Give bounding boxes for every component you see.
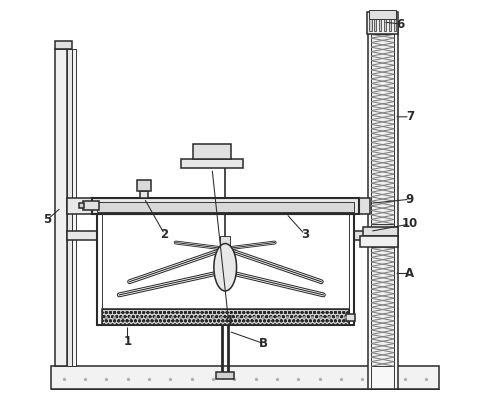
Bar bbox=[371, 34, 394, 224]
Bar bbox=[220, 237, 230, 247]
Bar bbox=[371, 222, 394, 227]
Text: 10: 10 bbox=[402, 217, 418, 230]
Text: 9: 9 bbox=[406, 193, 414, 206]
Ellipse shape bbox=[214, 244, 237, 291]
Bar bbox=[361, 237, 397, 247]
Text: 5: 5 bbox=[43, 213, 51, 226]
Bar bbox=[83, 201, 99, 210]
Bar bbox=[194, 144, 231, 159]
Bar bbox=[97, 214, 354, 325]
Text: 2: 2 bbox=[161, 228, 169, 241]
Bar bbox=[367, 12, 398, 34]
Bar bbox=[97, 202, 354, 212]
Bar bbox=[384, 15, 387, 31]
Bar bbox=[368, 22, 397, 389]
Text: 1: 1 bbox=[123, 335, 132, 348]
Bar bbox=[216, 372, 234, 378]
Bar bbox=[363, 227, 397, 237]
Bar bbox=[55, 42, 72, 49]
Bar bbox=[394, 15, 396, 31]
Bar bbox=[72, 49, 76, 366]
Bar bbox=[101, 309, 349, 325]
Bar bbox=[92, 198, 359, 214]
Bar bbox=[137, 180, 150, 190]
Bar bbox=[51, 366, 439, 389]
Bar bbox=[67, 49, 72, 366]
Bar bbox=[354, 198, 370, 214]
Text: 4: 4 bbox=[224, 314, 233, 327]
Bar bbox=[371, 247, 394, 366]
Text: A: A bbox=[405, 267, 415, 280]
Bar bbox=[354, 232, 370, 240]
Text: 6: 6 bbox=[397, 17, 405, 31]
Bar bbox=[379, 15, 381, 31]
Bar bbox=[374, 15, 376, 31]
Text: 3: 3 bbox=[301, 228, 309, 241]
Bar bbox=[67, 198, 98, 214]
Bar bbox=[389, 15, 392, 31]
Text: 7: 7 bbox=[406, 110, 414, 123]
Bar bbox=[55, 49, 67, 366]
Bar bbox=[369, 15, 371, 31]
Text: B: B bbox=[259, 337, 268, 350]
Bar bbox=[67, 232, 98, 240]
Bar bbox=[140, 190, 148, 198]
Bar bbox=[346, 314, 355, 321]
Bar bbox=[181, 159, 243, 168]
Bar bbox=[101, 309, 349, 325]
Bar bbox=[79, 203, 84, 208]
Bar bbox=[369, 10, 396, 19]
